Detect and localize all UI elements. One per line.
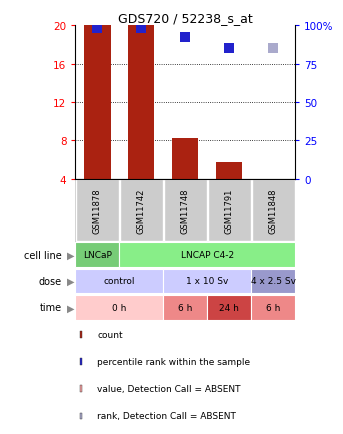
Text: GSM11878: GSM11878 [93, 188, 102, 233]
Point [139, 26, 144, 33]
Bar [251, 269, 295, 294]
Text: ▶: ▶ [67, 276, 74, 286]
Text: GSM11791: GSM11791 [225, 188, 234, 233]
Bar [163, 295, 207, 320]
Text: 6 h: 6 h [178, 303, 192, 312]
Bar [207, 295, 251, 320]
Text: 24 h: 24 h [219, 303, 239, 312]
Bar [128, 26, 154, 179]
Text: dose: dose [39, 276, 62, 286]
Text: value, Detection Call = ABSENT: value, Detection Call = ABSENT [97, 384, 241, 393]
Bar [84, 26, 110, 179]
Text: ▶: ▶ [67, 250, 74, 260]
Bar [164, 180, 207, 241]
Text: ▶: ▶ [67, 302, 74, 312]
Bar [251, 295, 295, 320]
Text: percentile rank within the sample: percentile rank within the sample [97, 357, 250, 366]
Bar [120, 180, 163, 241]
Bar [163, 269, 251, 294]
Bar [75, 269, 163, 294]
Text: count: count [97, 330, 123, 339]
Bar [119, 243, 295, 267]
Bar [80, 413, 82, 420]
Text: 0 h: 0 h [112, 303, 127, 312]
Text: GSM11742: GSM11742 [137, 188, 146, 233]
Bar [172, 139, 198, 179]
Bar [80, 358, 82, 365]
Bar [208, 180, 251, 241]
Text: cell line: cell line [24, 250, 62, 260]
Text: LNCaP: LNCaP [83, 250, 112, 260]
Bar [75, 243, 119, 267]
Text: GSM11848: GSM11848 [269, 188, 277, 233]
Text: 6 h: 6 h [266, 303, 280, 312]
Text: LNCAP C4-2: LNCAP C4-2 [181, 250, 234, 260]
Bar [80, 385, 82, 392]
Text: time: time [39, 302, 62, 312]
Title: GDS720 / 52238_s_at: GDS720 / 52238_s_at [118, 12, 252, 25]
Bar [76, 180, 119, 241]
Text: GSM11748: GSM11748 [181, 188, 190, 233]
Text: rank, Detection Call = ABSENT: rank, Detection Call = ABSENT [97, 411, 236, 421]
Text: 1 x 10 Sv: 1 x 10 Sv [186, 277, 228, 286]
Point [95, 26, 100, 33]
Bar [75, 295, 163, 320]
Text: control: control [104, 277, 135, 286]
Point [226, 46, 232, 53]
Point [270, 46, 276, 53]
Bar [216, 162, 242, 179]
Bar [80, 331, 82, 338]
Text: 4 x 2.5 Sv: 4 x 2.5 Sv [250, 277, 296, 286]
Bar [251, 180, 295, 241]
Point [182, 35, 188, 42]
